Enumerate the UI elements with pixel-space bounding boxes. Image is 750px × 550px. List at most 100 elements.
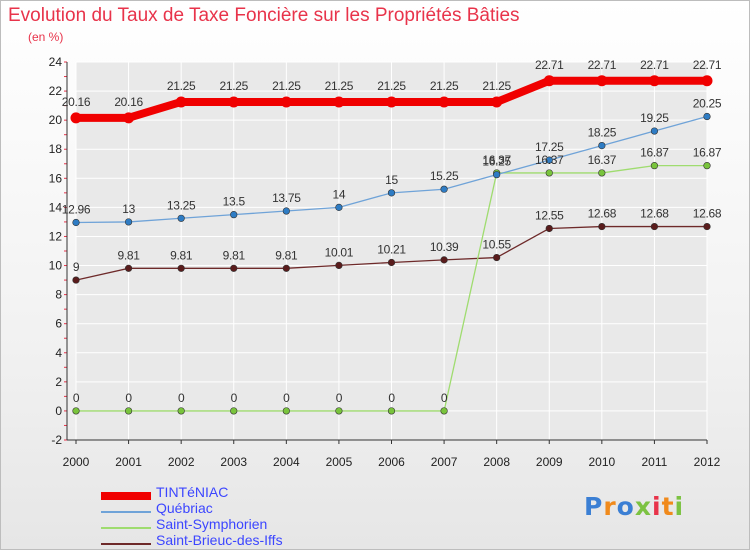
- y-tick-label-12: 22: [49, 84, 63, 98]
- series-2-label-6: 0: [388, 391, 395, 405]
- series-1-label-9: 17.25: [535, 140, 564, 154]
- series-2-label-12: 16.87: [693, 146, 722, 160]
- series-3-point-11: [650, 222, 659, 231]
- series-0-label-10: 22.71: [588, 58, 617, 72]
- x-tick-label-12: 2012: [694, 455, 721, 469]
- y-tick-label-2: 2: [55, 375, 62, 389]
- series-1-label-10: 18.25: [588, 126, 617, 140]
- series-3-label-4: 9.81: [275, 248, 298, 262]
- series-0-point-2: [175, 96, 187, 108]
- series-1-point-5: [335, 203, 343, 211]
- series-0-point-5: [333, 96, 345, 108]
- y-tick-label-10: 18: [49, 142, 63, 156]
- series-0-point-12: [701, 75, 713, 87]
- series-0-point-11: [648, 75, 660, 87]
- logo-letter-6: i: [674, 492, 685, 521]
- y-tick-label-5: 8: [55, 288, 62, 302]
- series-3-label-1: 9.81: [118, 248, 141, 262]
- series-3-label-9: 12.55: [535, 208, 564, 222]
- series-1-point-8: [493, 171, 501, 179]
- x-tick-label-2: 2002: [168, 455, 195, 469]
- series-0-label-12: 22.71: [693, 58, 722, 72]
- series-2-point-7: [440, 407, 448, 415]
- series-2-point-9: [545, 169, 553, 177]
- series-0-label-2: 21.25: [167, 79, 196, 93]
- series-1-label-12: 20.25: [693, 97, 722, 111]
- series-2-point-4: [282, 407, 290, 415]
- series-2-label-9: 16.37: [535, 153, 564, 167]
- series-1-point-11: [650, 127, 659, 135]
- series-1-label-8: 16.25: [482, 155, 511, 169]
- unit-label: (en %): [28, 30, 64, 44]
- series-2-label-7: 0: [441, 391, 448, 405]
- series-3-point-12: [703, 222, 711, 231]
- series-3-label-3: 9.81: [223, 248, 246, 262]
- logo-letter-4: i: [652, 492, 662, 521]
- series-0-point-9: [543, 75, 555, 87]
- series-0-label-8: 21.25: [482, 79, 511, 93]
- y-tick-label-11: 20: [49, 113, 63, 127]
- series-2-label-4: 0: [283, 391, 290, 405]
- logo-letter-2: o: [616, 492, 635, 521]
- series-0-label-0: 20.16: [62, 95, 91, 109]
- series-0-point-4: [280, 96, 292, 108]
- y-tick-label-9: 16: [49, 171, 63, 185]
- legend-label-2: Saint-Symphorien: [156, 516, 268, 532]
- series-1-label-0: 12.96: [62, 203, 91, 217]
- series-3-point-0: [72, 276, 80, 284]
- series-2-label-2: 0: [178, 391, 185, 405]
- series-3-point-1: [124, 264, 133, 272]
- series-3-point-9: [545, 224, 553, 233]
- series-3-label-11: 12.68: [640, 207, 669, 221]
- legend-item-2: Saint-Symphorien: [101, 516, 361, 533]
- x-tick-label-9: 2009: [536, 455, 563, 469]
- series-1-point-7: [440, 185, 448, 193]
- x-tick-label-5: 2005: [326, 455, 353, 469]
- series-3-label-12: 12.68: [693, 207, 722, 221]
- series-1-label-3: 13.5: [223, 195, 246, 209]
- series-3-label-0: 9: [73, 260, 80, 274]
- series-0-point-3: [228, 96, 240, 108]
- series-1-point-2: [177, 214, 185, 222]
- legend-label-1: Québriac: [156, 500, 213, 516]
- series-3-point-7: [440, 256, 448, 264]
- legend-swatch-3: [101, 543, 151, 545]
- series-2-label-3: 0: [231, 391, 238, 405]
- series-2-point-6: [387, 407, 396, 415]
- series-2-label-0: 0: [73, 391, 80, 405]
- series-1-label-2: 13.25: [167, 198, 196, 212]
- series-0-label-7: 21.25: [430, 79, 459, 93]
- series-1-point-12: [703, 112, 711, 121]
- y-tick-label-3: 4: [55, 346, 62, 360]
- x-tick-label-1: 2001: [115, 455, 142, 469]
- series-1-point-0: [72, 218, 80, 227]
- series-0-label-1: 20.16: [114, 95, 143, 109]
- y-tick-label-1: 0: [55, 404, 62, 418]
- legend-item-0: TINTéNIAC: [101, 484, 361, 501]
- series-3-label-10: 12.68: [588, 207, 617, 221]
- legend-label-3: Saint-Brieuc-des-Iffs: [156, 532, 283, 548]
- series-0-label-5: 21.25: [325, 79, 354, 93]
- series-0-label-4: 21.25: [272, 79, 301, 93]
- series-2-point-1: [124, 407, 133, 415]
- legend-swatch-2: [101, 527, 151, 529]
- series-0-point-0: [70, 112, 82, 124]
- series-0-label-9: 22.71: [535, 58, 564, 72]
- legend-item-1: Québriac: [101, 500, 361, 517]
- series-3-point-8: [493, 253, 501, 262]
- series-1-point-10: [598, 141, 606, 150]
- y-tick-label-6: 10: [49, 259, 63, 273]
- series-3-label-7: 10.39: [430, 240, 459, 254]
- series-2-label-8: 16.37: [482, 153, 511, 167]
- series-3-point-3: [230, 264, 238, 272]
- series-3-label-6: 10.21: [377, 242, 406, 256]
- proxiti-logo: Proxiti: [584, 492, 684, 521]
- y-tick-label-13: 24: [49, 55, 63, 69]
- series-1-label-7: 15.25: [430, 169, 459, 183]
- y-tick-label-8: 14: [49, 200, 63, 214]
- series-3-point-6: [387, 258, 396, 267]
- series-1-point-9: [545, 156, 553, 164]
- series-0-label-11: 22.71: [640, 58, 669, 72]
- series-2-point-12: [703, 162, 711, 170]
